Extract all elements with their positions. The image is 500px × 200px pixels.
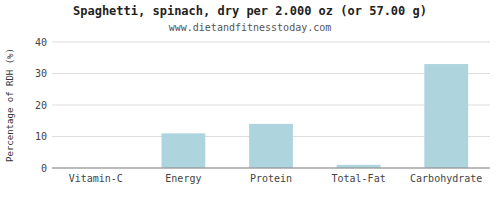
- bars: [162, 64, 469, 168]
- grid-line: [52, 42, 490, 43]
- bar: [424, 64, 468, 168]
- x-tick-label: Vitamin-C: [69, 173, 123, 184]
- y-tick-label: 40: [35, 37, 47, 48]
- title: Spaghetti, spinach, dry per 2.000 oz (or…: [73, 4, 427, 18]
- x-tick-label: Carbohydrate: [410, 173, 482, 184]
- x-tick-label: Energy: [165, 173, 201, 184]
- plot-area: [52, 42, 490, 168]
- y-axis-label: Percentage of RDH (%): [5, 48, 15, 162]
- x-axis-line: [52, 168, 490, 169]
- y-tick-label: 0: [41, 163, 47, 174]
- x-axis: Vitamin-C Energy Protein Total-Fat Carbohydr…: [69, 173, 483, 184]
- chart: Spaghetti, spinach, dry per 2.000 oz (or…: [0, 0, 500, 200]
- grid-line: [52, 168, 490, 169]
- x-tick-label: Protein: [250, 173, 292, 184]
- x-tick-label: Total-Fat: [332, 173, 386, 184]
- bar: [162, 133, 206, 168]
- y-tick-label: 30: [35, 68, 47, 79]
- y-axis: 0 10 20 30 40: [35, 37, 490, 174]
- subtitle: www.dietandfitnesstoday.com: [169, 22, 332, 33]
- y-tick-label: 10: [35, 131, 47, 142]
- bar: [249, 124, 293, 168]
- y-tick-label: 20: [35, 100, 47, 111]
